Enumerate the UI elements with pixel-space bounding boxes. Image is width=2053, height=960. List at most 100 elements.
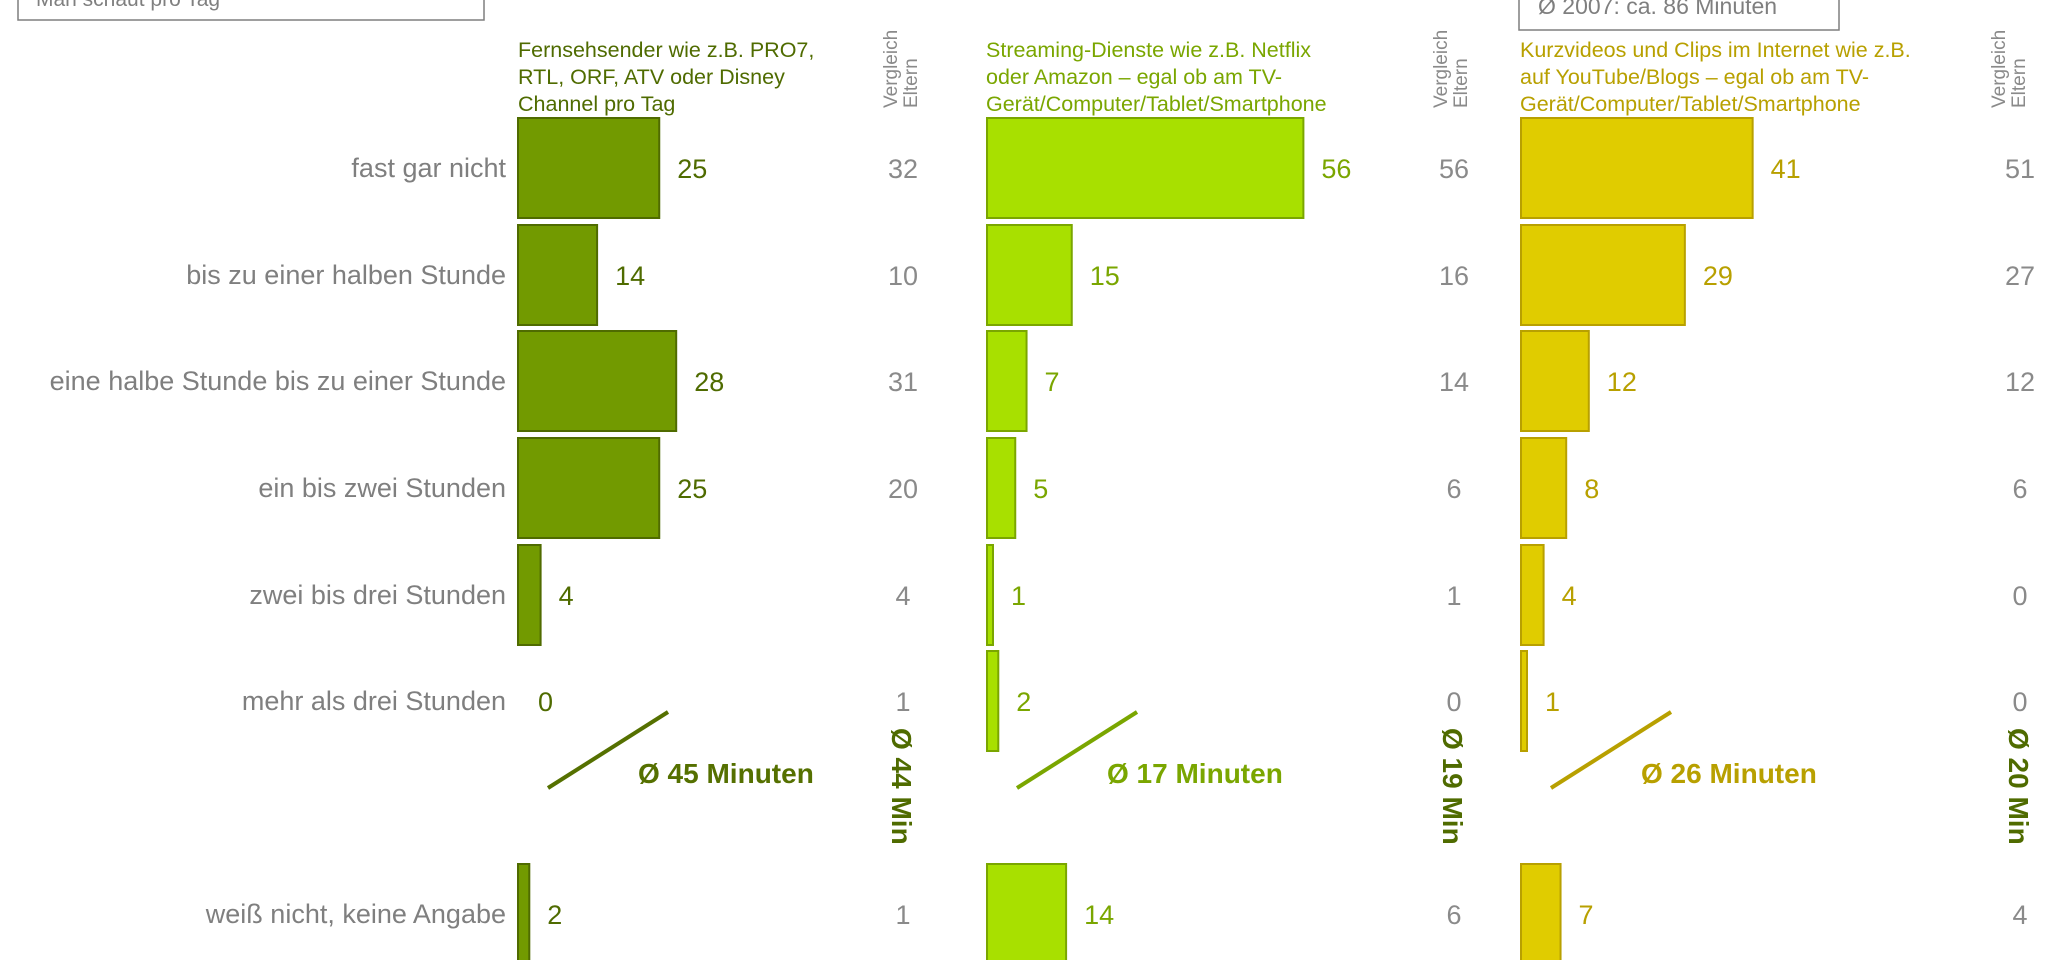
bar-value-label: 1 [1011, 581, 1026, 611]
bar [517, 437, 661, 539]
category-label: zwei bis drei Stunden [249, 580, 506, 610]
average-line [1549, 710, 1673, 790]
bar [986, 330, 1028, 432]
bar [1520, 117, 1754, 219]
bar-value-label: 5 [1033, 474, 1048, 504]
bar [986, 224, 1073, 326]
compare-value: 12 [2005, 367, 2035, 397]
bar-value-label: 25 [677, 474, 707, 504]
compare-value: 27 [2005, 261, 2035, 291]
top-left-note-box [17, 0, 485, 21]
bar-value-label: 7 [1579, 900, 1594, 930]
bar [1520, 224, 1686, 326]
bar [1520, 437, 1568, 539]
bar-value-label: 41 [1771, 154, 1801, 184]
compare-header-line2: Eltern [2009, 58, 2030, 108]
compare-value: 31 [888, 367, 918, 397]
bar [1520, 330, 1590, 432]
bar-value-label: 1 [1545, 687, 1560, 717]
category-label: weiß nicht, keine Angabe [205, 899, 506, 929]
compare-value: 20 [888, 474, 918, 504]
compare-header-line2: Eltern [901, 58, 922, 108]
series-header: oder Amazon – egal ob am TV- [986, 65, 1282, 89]
compare-value: 1 [895, 687, 910, 717]
series-header: Gerät/Computer/Tablet/Smartphone [1520, 92, 1861, 116]
compare-value: 0 [2012, 687, 2027, 717]
compare-value: 10 [888, 261, 918, 291]
bar-value-label: 7 [1045, 367, 1060, 397]
chart-marks: fast gar nicht bis zu einer halben Stunde… [50, 30, 2035, 960]
series-header: Channel pro Tag [518, 92, 675, 116]
average-label: Ø 45 Minuten [638, 758, 814, 789]
compare-header-line1: Vergleich [1989, 30, 2010, 108]
compare-value: 14 [1439, 367, 1469, 397]
bar-value-label: 15 [1090, 261, 1120, 291]
compare-value: 51 [2005, 154, 2035, 184]
bar-value-label: 4 [559, 581, 574, 611]
bar [517, 544, 542, 646]
bar [1520, 544, 1545, 646]
average-label: Ø 26 Minuten [1641, 758, 1817, 789]
series-header: Streaming-Dienste wie z.B. Netflix [986, 38, 1311, 62]
top-left-note: Man schaut pro Tag [17, 0, 485, 21]
series-header: Kurzvideos und Clips im Internet wie z.B… [1520, 38, 1911, 62]
compare-value: 32 [888, 154, 918, 184]
compare-value: 6 [2012, 474, 2027, 504]
average-label: Ø 17 Minuten [1107, 758, 1283, 789]
compare-value: 56 [1439, 154, 1469, 184]
series-header: RTL, ORF, ATV oder Disney [518, 65, 785, 89]
bar [517, 224, 599, 326]
compare-header-line1: Vergleich [881, 30, 902, 108]
compare-average-label: Ø 19 Min [1437, 728, 1468, 845]
compare-value: 4 [895, 581, 910, 611]
bar-value-label: 29 [1703, 261, 1733, 291]
average-line [1015, 710, 1139, 790]
compare-value: 1 [895, 900, 910, 930]
compare-value: 6 [1446, 474, 1461, 504]
bar [517, 330, 678, 432]
bar-value-label: 8 [1584, 474, 1599, 504]
avg-2007-note-text: Ø 2007: ca. 86 Minuten [1538, 0, 1777, 19]
bar-value-label: 14 [1084, 900, 1114, 930]
compare-value: 1 [1446, 581, 1461, 611]
category-label: eine halbe Stunde bis zu einer Stunde [50, 366, 506, 396]
bar-value-label: 2 [547, 900, 562, 930]
bar [986, 650, 1000, 752]
series-header: Fernsehsender wie z.B. PRO7, [518, 38, 814, 62]
category-label: fast gar nicht [351, 153, 506, 183]
compare-value: 16 [1439, 261, 1469, 291]
bar [986, 437, 1017, 539]
bar-value-label: 0 [538, 687, 553, 717]
category-label: bis zu einer halben Stunde [186, 260, 506, 290]
series-header: auf YouTube/Blogs – egal ob am TV- [1520, 65, 1869, 89]
bar [986, 117, 1305, 219]
bar-value-label: 25 [677, 154, 707, 184]
bar [517, 863, 531, 960]
series-header: Gerät/Computer/Tablet/Smartphone [986, 92, 1327, 116]
compare-value: 0 [2012, 581, 2027, 611]
compare-value: 6 [1446, 900, 1461, 930]
bar-value-label: 12 [1607, 367, 1637, 397]
bar [1520, 650, 1528, 752]
compare-value: 0 [1446, 687, 1461, 717]
category-label: mehr als drei Stunden [242, 686, 506, 716]
average-line [546, 710, 670, 790]
category-label: ein bis zwei Stunden [258, 473, 506, 503]
bar [517, 117, 661, 219]
bar [1520, 863, 1562, 960]
bar-value-label: 28 [694, 367, 724, 397]
bar-value-label: 56 [1321, 154, 1351, 184]
bar-value-label: 4 [1562, 581, 1577, 611]
avg-2007-note-box [1518, 0, 1840, 31]
avg-2007-note: Ø 2007: ca. 86 Minuten [1518, 0, 1840, 31]
compare-header-line1: Vergleich [1431, 30, 1452, 108]
compare-header-line2: Eltern [1451, 58, 1472, 108]
compare-average-label: Ø 20 Min [2003, 728, 2034, 845]
bar [986, 544, 994, 646]
bar-value-label: 14 [615, 261, 645, 291]
compare-average-label: Ø 44 Min [886, 728, 917, 845]
top-left-note-text: Man schaut pro Tag [36, 0, 220, 11]
bar-value-label: 2 [1016, 687, 1031, 717]
bar [986, 863, 1068, 960]
